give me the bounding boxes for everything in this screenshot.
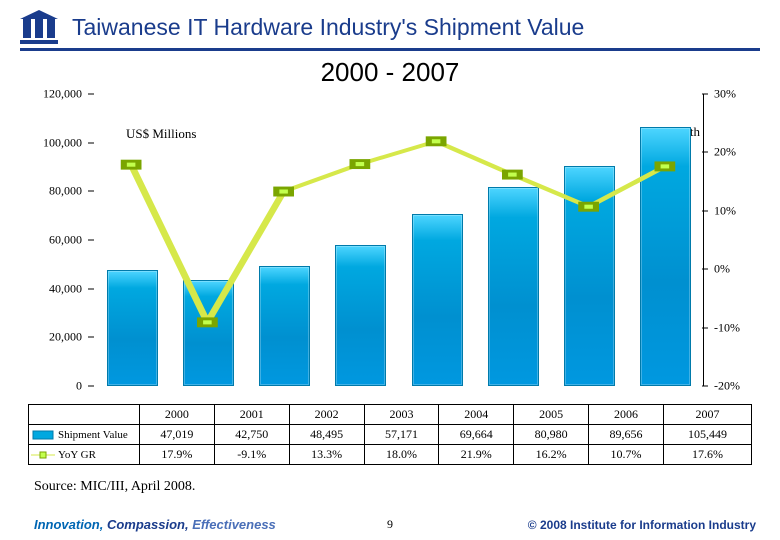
table-header: 2002 xyxy=(289,405,364,425)
table-cell: 89,656 xyxy=(589,425,664,445)
table-cell: 47,019 xyxy=(140,425,215,445)
table-cell: 13.3% xyxy=(289,445,364,465)
y-axis-left: 020,00040,00060,00080,000100,000120,000 xyxy=(28,94,88,386)
table-cell: 18.0% xyxy=(364,445,439,465)
plot-area xyxy=(93,94,704,386)
page-title: Taiwanese IT Hardware Industry's Shipmen… xyxy=(72,14,584,41)
table-header: 2000 xyxy=(140,405,215,425)
table-cell: 16.2% xyxy=(514,445,589,465)
source-text: Source: MIC/III, April 2008. xyxy=(34,479,780,495)
table-cell: 17.9% xyxy=(140,445,215,465)
legend-bar: Shipment Value xyxy=(29,425,140,445)
y-axis-right: -20%-10%0%10%20%30% xyxy=(708,94,752,386)
table-header: 2007 xyxy=(663,405,751,425)
table-header: 2001 xyxy=(214,405,289,425)
legend-line: YoY GR xyxy=(29,445,140,465)
footer-right: © 2008 Institute for Information Industr… xyxy=(528,518,756,532)
subtitle: 2000 - 2007 xyxy=(0,57,780,88)
table-cell: 42,750 xyxy=(214,425,289,445)
table-header: 2003 xyxy=(364,405,439,425)
chart: US$ Millions Growth 020,00040,00060,0008… xyxy=(28,94,752,404)
page-number: 9 xyxy=(387,517,393,532)
data-table: 20002001200220032004200520062007 Shipment… xyxy=(28,404,752,465)
table-cell: 80,980 xyxy=(514,425,589,445)
divider xyxy=(20,48,760,51)
table-cell: 69,664 xyxy=(439,425,514,445)
table-header: 2004 xyxy=(439,405,514,425)
footer-left: Innovation, Compassion, Effectiveness xyxy=(34,517,276,532)
table-cell: 10.7% xyxy=(589,445,664,465)
table-cell: -9.1% xyxy=(214,445,289,465)
logo-icon xyxy=(20,10,58,44)
bar-series xyxy=(93,94,703,386)
table-cell: 21.9% xyxy=(439,445,514,465)
table-cell: 48,495 xyxy=(289,425,364,445)
footer: Innovation, Compassion, Effectiveness 9 … xyxy=(0,517,780,532)
table-cell: 17.6% xyxy=(663,445,751,465)
table-header: 2005 xyxy=(514,405,589,425)
table-cell: 105,449 xyxy=(663,425,751,445)
table-cell: 57,171 xyxy=(364,425,439,445)
header: Taiwanese IT Hardware Industry's Shipmen… xyxy=(0,0,780,48)
table-header: 2006 xyxy=(589,405,664,425)
